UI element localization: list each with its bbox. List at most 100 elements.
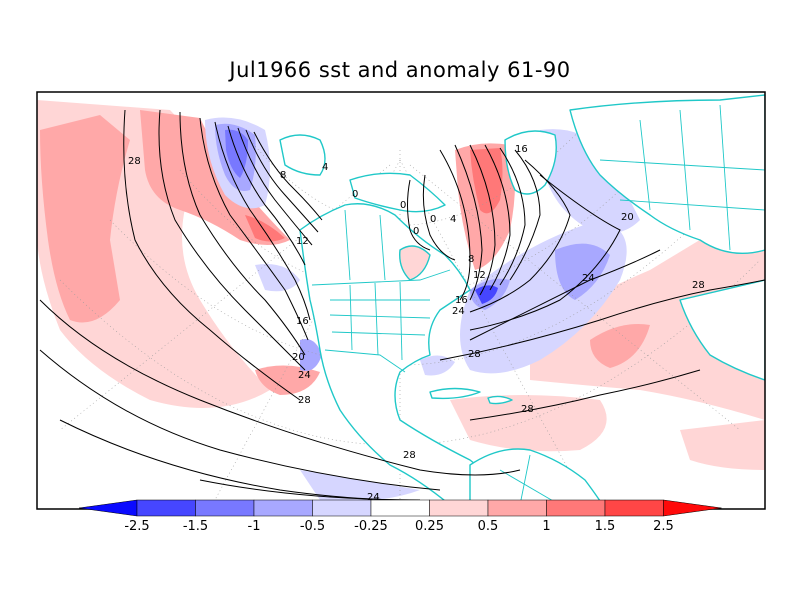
country-line (679, 109, 691, 231)
anomaly-gulf-alaska-strong (245, 215, 285, 242)
contour-line-atlantic-28 (439, 279, 765, 361)
colorbar-tick-label: -1 (248, 519, 261, 534)
contour-line-labrador (499, 147, 526, 286)
colorbar-swatch (370, 499, 430, 517)
country-line (599, 159, 765, 171)
contour-line-pacific (245, 129, 319, 233)
anomaly-gulf-alaska (140, 110, 290, 245)
contour-label: 20 (292, 352, 305, 363)
longitude-line (409, 164, 741, 431)
contour-label: 24 (582, 273, 595, 284)
contour-label: 12 (296, 236, 309, 247)
state-line (374, 282, 379, 356)
contour-line-pacific (199, 117, 309, 341)
us-mexico-border (324, 349, 406, 373)
europe-land (569, 94, 765, 255)
colorbar-tick-label: -2.5 (124, 519, 149, 534)
sst-contours (39, 109, 765, 501)
anomaly-gulf (420, 355, 455, 376)
contour-label: 0 (430, 214, 436, 225)
contour-line-labrador (439, 149, 471, 301)
contour-label: 0 (400, 200, 406, 211)
anomaly-nw-pacific (255, 264, 300, 292)
contour-label: 8 (468, 254, 474, 265)
province-line (344, 209, 351, 281)
colorbar-upper-arrow (663, 499, 722, 517)
anomaly-newfoundland-strong (475, 285, 498, 304)
contour-label: 28 (128, 156, 141, 167)
contour-label: 28 (468, 349, 481, 360)
colorbar-swatch (487, 499, 547, 517)
country-line (619, 199, 765, 211)
state-line (331, 331, 426, 336)
country-line (719, 104, 731, 251)
contour-line-pacific (158, 109, 306, 371)
contour-label: 24 (367, 492, 380, 503)
us-canada-border (311, 269, 451, 286)
contour-line-caribbean-28 (469, 369, 701, 421)
anomaly-central-atlantic-mid (555, 243, 610, 300)
map-domain: 28 8 4 12 16 20 24 28 28 24 0 0 0 0 4 8 … (37, 92, 765, 509)
colorbar-tick-label: -0.5 (300, 519, 325, 534)
contour-line-labrador (469, 144, 496, 296)
contour-line-pacific (227, 125, 306, 266)
contour-label: 16 (296, 316, 309, 327)
province-line (379, 214, 386, 281)
siberia-land (279, 134, 326, 176)
anomaly-north-atlantic (530, 200, 765, 420)
contour-line-atlantic (469, 174, 621, 331)
anomaly-caribbean (450, 395, 607, 452)
colorbar-tick-label: 0.5 (478, 519, 499, 534)
anomaly-baja (300, 339, 322, 371)
contour-line-labrador (509, 149, 541, 281)
state-line (349, 284, 353, 351)
colorbar-swatch (604, 499, 664, 517)
negative-anomaly-fields (205, 117, 640, 502)
contour-label: 4 (450, 214, 456, 225)
contour-line-atlantic-24 (469, 249, 661, 341)
contour-line-outer-pacific (39, 349, 441, 491)
contour-label: 16 (455, 295, 468, 306)
country-line (639, 119, 651, 211)
contour-line-labrador (454, 144, 483, 301)
country-line (499, 469, 561, 506)
contour-label: 28 (403, 450, 416, 461)
colorbar-tick-label: 2.5 (653, 519, 674, 534)
contour-line-arctic (422, 174, 456, 261)
contour-line-24-tropical (199, 479, 421, 501)
contour-label: 8 (280, 170, 286, 181)
state-line (399, 281, 403, 361)
contour-label: 12 (473, 270, 486, 281)
contour-label: 4 (322, 162, 328, 173)
contour-label: 0 (413, 226, 419, 237)
anomaly-east-pacific (255, 365, 320, 395)
contour-label: 20 (621, 212, 634, 223)
contour-label: 24 (452, 306, 465, 317)
contour-line-pacific (253, 131, 323, 221)
anomaly-mid-atlantic (590, 324, 650, 368)
canadian-archipelago-land (349, 172, 446, 213)
anomaly-pacific-west-strong (40, 115, 130, 323)
contour-line-pacific (179, 111, 306, 356)
contour-line-28-pacific (123, 109, 301, 401)
contour-line-labrador (484, 144, 511, 291)
africa-land (679, 279, 765, 381)
hudson-bay-water (399, 245, 431, 281)
contour-labels: 28 8 4 12 16 20 24 28 28 24 0 0 0 0 4 8 … (128, 144, 705, 503)
colorbar-tick-label: -0.25 (354, 519, 388, 534)
contour-label: 0 (352, 189, 358, 200)
north-america-land (299, 203, 496, 506)
colorbar-swatch (195, 499, 255, 517)
country-line (519, 454, 531, 506)
colorbar-tick-label: 0.25 (415, 519, 444, 534)
map-title: Jul1966 sst and anomaly 61-90 (229, 58, 571, 82)
colorbar-swatch (136, 499, 196, 517)
colorbar-swatch (253, 499, 313, 517)
colorbar-tick-label: 1 (542, 519, 550, 534)
colorbar-swatch (312, 499, 372, 517)
contour-label: 28 (692, 280, 705, 291)
contour-line-pacific (214, 121, 311, 321)
colorbar-swatch (429, 499, 489, 517)
contour-label: 28 (298, 395, 311, 406)
